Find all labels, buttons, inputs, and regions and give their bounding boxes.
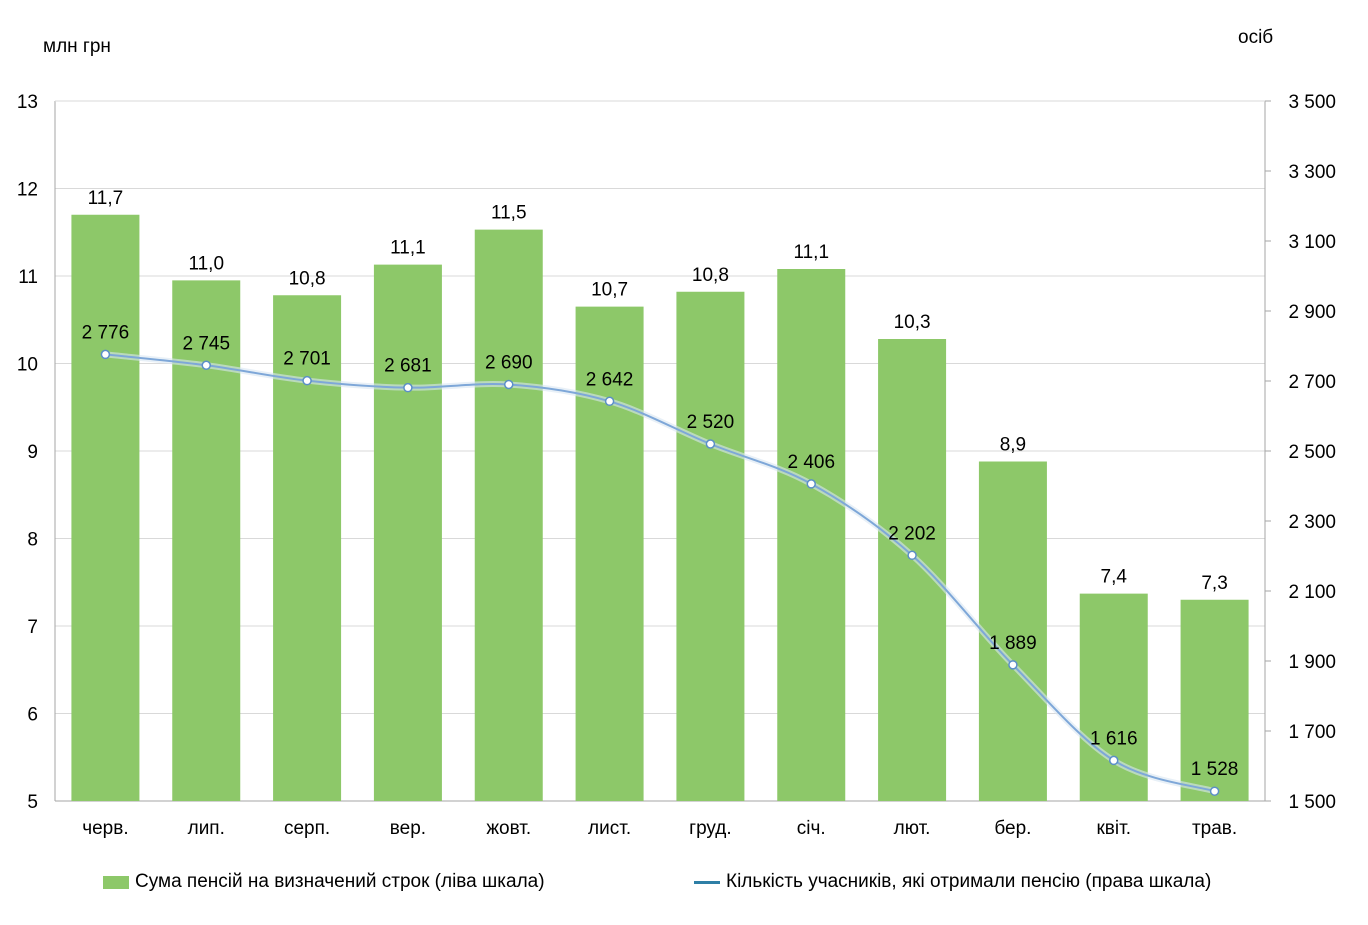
left-tick-label: 5 (27, 792, 38, 813)
bar-value-label: 11,1 (390, 238, 426, 259)
left-tick-label: 11 (18, 267, 38, 288)
legend-line-swatch (694, 880, 720, 884)
bar-value-label: 7,3 (1201, 573, 1227, 594)
bar-value-label: 7,4 (1101, 567, 1128, 588)
x-tick-label: черв. (82, 818, 128, 839)
bar (373, 264, 442, 801)
bar-value-label: 10,8 (289, 268, 326, 289)
bar-value-label: 11,1 (793, 242, 829, 263)
line-data-labels: 2 776 2 745 2 701 2 681 2 690 2 642 2 520 2 406… (82, 322, 1239, 780)
bar (676, 291, 745, 801)
x-tick-label: серп. (284, 818, 330, 839)
line-point (604, 396, 615, 407)
right-tick-label: 2 900 (1288, 302, 1336, 323)
right-axis-unit: осіб (1238, 27, 1274, 48)
left-axis-unit: млн грн (43, 36, 111, 57)
right-tick-label: 3 500 (1288, 92, 1336, 113)
bar-value-label: 8,9 (1000, 435, 1026, 456)
x-tick-label: лип. (188, 818, 225, 839)
bar-series (71, 214, 1249, 801)
left-tick-label: 10 (17, 355, 38, 376)
right-tick-label: 1 500 (1288, 792, 1336, 813)
bar (273, 295, 342, 801)
x-axis-ticks: черв. лип. серп. вер. жовт. лист. груд. січ. лют… (82, 818, 1237, 839)
right-tick-label: 2 500 (1288, 442, 1336, 463)
bar (474, 229, 543, 801)
bar (878, 339, 947, 801)
line-value-label: 2 642 (586, 369, 634, 390)
right-tick-label: 3 300 (1288, 162, 1336, 183)
bar-value-label: 11,7 (88, 188, 124, 209)
line-series (100, 349, 1220, 796)
right-tick-label: 2 300 (1288, 512, 1336, 533)
line-point (504, 379, 514, 390)
bar (1079, 593, 1148, 801)
bar (575, 306, 644, 801)
right-tick-label: 1 700 (1288, 722, 1336, 743)
bar-value-label: 10,3 (894, 312, 931, 333)
line-value-label: 2 406 (787, 452, 835, 473)
left-axis-ticks: 5 6 7 8 9 10 11 12 13 (17, 92, 38, 813)
right-tick-label: 2 100 (1288, 582, 1336, 603)
bar-value-label: 10,8 (692, 265, 729, 286)
line-point (1109, 755, 1119, 766)
bar (777, 269, 846, 801)
line-value-label: 2 681 (384, 356, 432, 377)
bar-value-label: 11,0 (188, 253, 224, 274)
x-tick-label: вер. (390, 818, 426, 839)
legend-bars: Сума пенсій на визначений строк (ліва шк… (103, 871, 545, 893)
left-tick-label: 9 (27, 442, 38, 463)
line-value-label: 1 889 (989, 633, 1037, 654)
line-point (705, 439, 716, 449)
line-value-label: 2 745 (182, 333, 230, 354)
x-tick-label: трав. (1192, 818, 1237, 839)
right-tick-label: 2 700 (1288, 372, 1336, 393)
gridlines (54, 100, 1266, 802)
legend-bar-swatch (103, 875, 129, 889)
bar-data-labels: 11,7 11,0 10,8 11,1 11,5 10,7 10,8 11,1 10,3 8,9 7… (88, 188, 1228, 594)
bar (978, 461, 1047, 801)
line-point (806, 479, 816, 489)
bar-value-label: 10,7 (591, 280, 628, 301)
line-point (1209, 786, 1220, 796)
left-tick-label: 8 (27, 530, 38, 551)
x-tick-label: квіт. (1096, 818, 1131, 839)
x-tick-label: жовт. (486, 818, 531, 839)
x-tick-label: січ. (797, 818, 826, 839)
line-value-label: 1 616 (1090, 728, 1138, 749)
line-value-label: 2 776 (82, 322, 130, 343)
left-tick-label: 7 (27, 617, 38, 638)
legend-line-label: Кількість учасників, які отримали пенсію… (726, 871, 1212, 892)
right-tick-label: 1 900 (1288, 652, 1336, 673)
left-tick-label: 13 (17, 92, 38, 113)
line-value-label: 2 690 (485, 353, 533, 374)
line-point (201, 360, 211, 370)
x-tick-label: лист. (588, 818, 631, 839)
line-value-label: 1 528 (1191, 759, 1239, 780)
x-tick-label: лют. (894, 818, 931, 839)
x-tick-label: груд. (689, 818, 732, 839)
line-point (302, 375, 312, 386)
combo-chart: 11,7 11,0 10,8 11,1 11,5 10,7 10,8 11,1 10,3 8,9 7… (17, 92, 1336, 839)
line-point (907, 550, 917, 561)
line-value-label: 2 520 (687, 412, 735, 433)
right-tick-label: 3 100 (1288, 232, 1336, 253)
bar-value-label: 11,5 (491, 203, 527, 224)
legend-bars-label: Сума пенсій на визначений строк (ліва шк… (135, 871, 545, 892)
x-tick-label: бер. (994, 818, 1031, 839)
left-tick-label: 6 (27, 705, 38, 726)
line-glow (105, 351, 1216, 795)
bar (71, 214, 140, 801)
legend-line: Кількість учасників, які отримали пенсію… (694, 871, 1211, 893)
bar (1180, 599, 1249, 801)
line-value-label: 2 701 (283, 349, 331, 370)
line-point (100, 349, 111, 360)
bar (172, 280, 241, 801)
line-point (403, 382, 413, 393)
right-axis-ticks: 1 500 1 700 1 900 2 100 2 300 2 500 2 700 2 900… (1265, 92, 1336, 813)
line-point (1008, 660, 1018, 670)
line-value-label: 2 202 (888, 523, 936, 544)
left-tick-label: 12 (17, 180, 38, 201)
